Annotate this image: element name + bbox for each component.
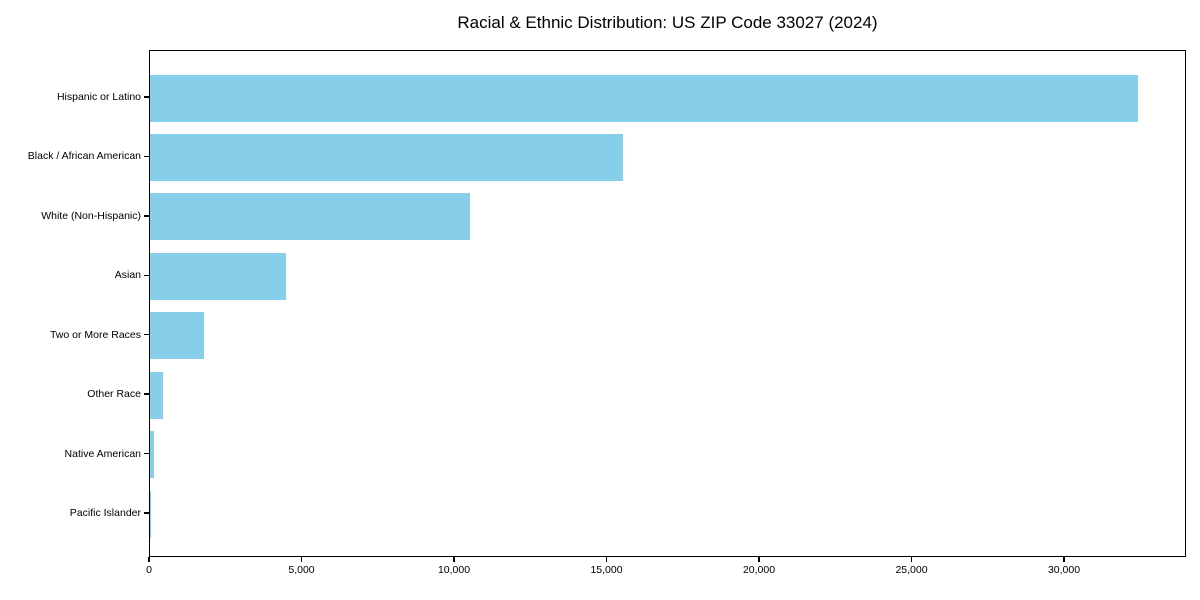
- y-tick: [144, 215, 149, 217]
- x-tick-label: 20,000: [742, 564, 776, 576]
- bar: [150, 371, 163, 419]
- y-tick: [144, 274, 149, 276]
- bar: [150, 431, 154, 479]
- plot-area: [149, 50, 1186, 557]
- x-tick-label: 15,000: [590, 564, 623, 576]
- bar: [150, 312, 205, 360]
- y-tick: [144, 393, 149, 395]
- bar: [150, 193, 471, 241]
- bar: [150, 133, 623, 181]
- y-axis-label: Black / African American: [27, 150, 141, 163]
- y-tick: [144, 155, 149, 158]
- y-axis-label: Native American: [64, 447, 141, 460]
- x-tick-label: 5,000: [288, 564, 315, 576]
- bar: [150, 490, 151, 538]
- x-tick: [605, 557, 608, 562]
- x-tick-label: 25,000: [895, 564, 928, 576]
- y-axis-label: Pacific Islander: [69, 507, 141, 519]
- y-axis-label: Two or More Races: [49, 328, 141, 341]
- bar: [150, 74, 1139, 122]
- chart-title: Racial & Ethnic Distribution: US ZIP Cod…: [457, 13, 878, 32]
- y-tick: [144, 512, 149, 514]
- x-tick: [758, 557, 760, 562]
- x-tick: [453, 557, 455, 562]
- y-tick: [144, 96, 149, 98]
- y-axis-label: Asian: [114, 269, 141, 282]
- y-axis-label: White (Non-Hispanic): [41, 209, 141, 222]
- x-tick: [910, 557, 913, 562]
- y-tick: [144, 452, 149, 455]
- x-tick: [148, 557, 150, 562]
- x-tick: [1063, 557, 1065, 562]
- x-tick-label: 30,000: [1047, 564, 1081, 576]
- y-axis-label: Other Race: [87, 388, 141, 401]
- x-tick-label: 10,000: [437, 564, 471, 576]
- y-tick: [144, 334, 149, 336]
- y-axis-label: Hispanic or Latino: [56, 91, 141, 103]
- x-tick: [300, 557, 303, 562]
- bar: [150, 252, 286, 300]
- x-tick-label: 0: [146, 564, 152, 576]
